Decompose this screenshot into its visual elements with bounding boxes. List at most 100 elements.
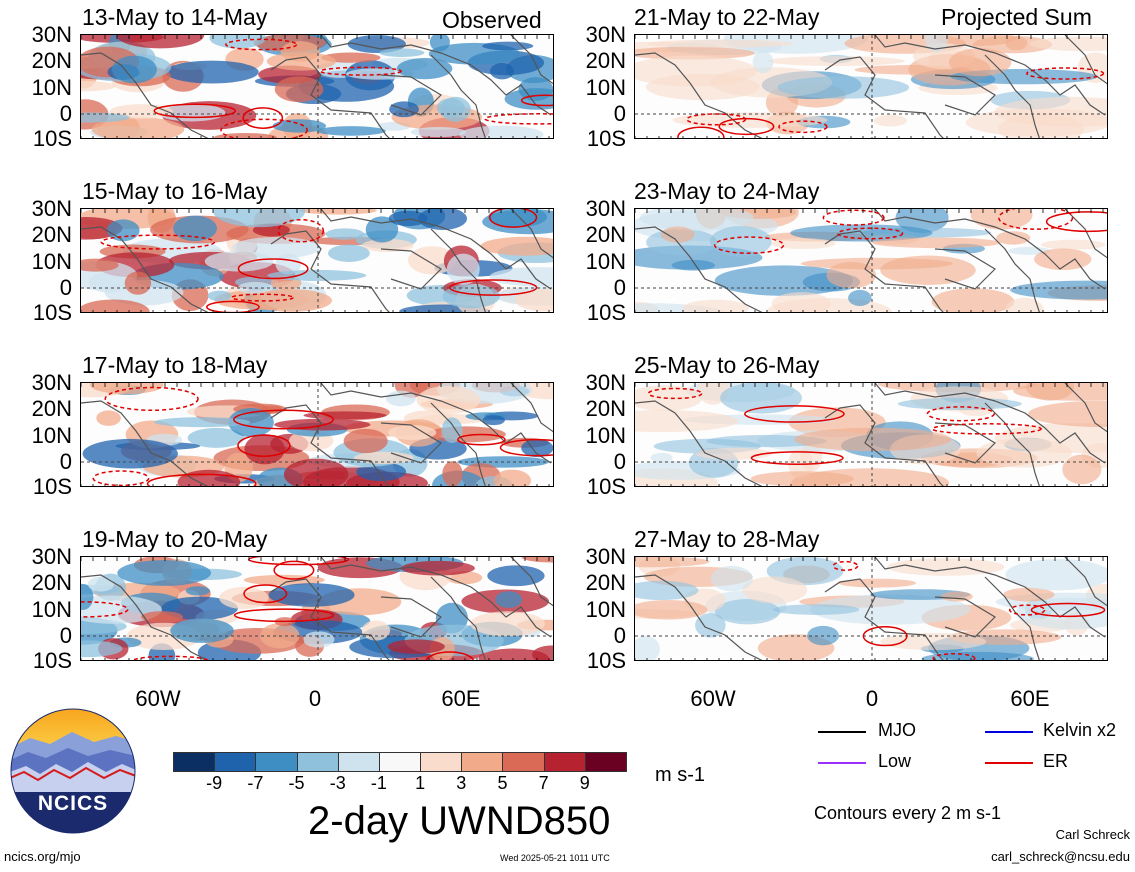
wind-anomaly-shade [91, 117, 185, 138]
colorbar-tick-label: -3 [329, 773, 346, 793]
timestamp: Wed 2025-05-21 1011 UTC [500, 853, 610, 863]
wind-anomaly-shade [441, 417, 463, 443]
coastline [430, 228, 486, 312]
er-contour [233, 409, 335, 430]
wind-anomaly-shade [1004, 297, 1044, 312]
colorbar-swatch [214, 752, 257, 772]
lat-label: 20N [31, 396, 72, 421]
er-contour [237, 434, 291, 457]
er-contour [220, 118, 308, 138]
er-contour [484, 113, 553, 125]
lat-label: 10S [32, 474, 72, 499]
lon-label: 0 [865, 686, 879, 711]
coastline [430, 576, 486, 660]
lat-label: 0 [59, 449, 72, 474]
coastline [934, 248, 996, 290]
er-contour [132, 655, 209, 660]
coastline [824, 578, 944, 660]
panel-title: 13-May to 14-May [82, 4, 268, 30]
wind-anomaly-shade [810, 594, 971, 625]
lat-label: 20N [31, 222, 72, 247]
lat-label: 20N [585, 570, 626, 595]
wind-anomaly-shade [921, 651, 1034, 660]
wind-anomaly-shade [970, 209, 1033, 230]
legend-label: ER [1043, 751, 1069, 771]
lat-label: 30N [31, 22, 72, 47]
er-contour [100, 234, 216, 250]
wind-anomaly-shade [931, 288, 1015, 312]
panel-title: 15-May to 16-May [82, 178, 268, 204]
panel-title: 27-May to 28-May [634, 526, 820, 552]
wind-anomaly-shade [325, 228, 365, 240]
author-email: carl_schreck@ncsu.edu [991, 849, 1130, 864]
wind-anomaly-shade [650, 452, 673, 463]
er-contour [822, 209, 885, 226]
wind-anomaly-shade [154, 417, 251, 428]
colorbar-swatch [173, 752, 216, 772]
wind-anomaly-shade [478, 648, 549, 660]
map-frame [80, 208, 554, 313]
er-contour [92, 470, 150, 486]
er-contour [1026, 67, 1105, 80]
er-contour [237, 258, 309, 280]
wind-anomaly-shade [81, 583, 94, 610]
wind-anomaly-shade [635, 55, 758, 87]
colorbar-unit: m s-1 [655, 764, 705, 786]
logo-text: NCICS [37, 792, 109, 815]
colorbar-swatch [378, 752, 422, 772]
er-contour [231, 293, 294, 302]
wind-anomaly-shade [750, 471, 854, 486]
wind-anomaly-shade [771, 238, 836, 250]
er-contour [713, 236, 785, 254]
wind-anomaly-shade [170, 618, 234, 643]
wind-anomaly-shade [635, 635, 660, 660]
wind-anomaly-shade [949, 48, 1012, 77]
er-contour [499, 438, 553, 457]
wind-anomaly-shade [267, 269, 367, 281]
coastline [824, 230, 944, 312]
er-contour [488, 209, 538, 228]
wind-anomaly-shade [1003, 587, 1055, 602]
wind-anomaly-shade [777, 76, 910, 99]
wind-anomaly-shade [800, 257, 953, 270]
wind-anomaly-shade [209, 35, 266, 49]
wind-anomaly-shade [493, 469, 531, 486]
wind-anomaly-shade [1005, 559, 1107, 591]
wind-anomaly-shade [1033, 248, 1092, 271]
coastline [320, 35, 552, 116]
wind-anomaly-shade [165, 60, 259, 84]
er-contour [457, 433, 506, 446]
wind-anomaly-shade [410, 127, 466, 138]
lat-label: 30N [585, 22, 626, 47]
wind-anomaly-shade [204, 251, 274, 272]
wind-anomaly-shade [1029, 36, 1107, 52]
map-frame [80, 382, 554, 487]
wind-anomaly-shade [343, 428, 388, 454]
wind-anomaly-shade [720, 383, 802, 414]
coastline [824, 56, 944, 138]
coastline [81, 52, 209, 138]
map-frame [634, 556, 1108, 661]
coastline [984, 576, 1040, 660]
coastline [270, 56, 390, 138]
wind-anomaly-shade [82, 438, 178, 469]
wind-anomaly-shade [187, 427, 245, 448]
wind-anomaly-shade [117, 560, 212, 586]
er-contour [449, 279, 538, 296]
coastline [874, 209, 1106, 290]
coastline [984, 228, 1040, 312]
wind-anomaly-shade [365, 216, 399, 243]
wind-anomaly-shade [111, 55, 157, 84]
colorbar-swatch [337, 752, 380, 772]
lat-label: 10N [585, 249, 626, 274]
coastline [874, 383, 1106, 464]
wind-anomaly-shade [303, 631, 335, 648]
ncics-logo: NCICS [10, 708, 136, 834]
coastline [320, 383, 552, 464]
coastline [934, 74, 996, 116]
colorbar-tick-label: 3 [456, 773, 467, 793]
wind-anomaly-shade [646, 39, 794, 48]
lat-label: 30N [585, 370, 626, 395]
coastline [510, 383, 553, 433]
legend-swatch-er [985, 762, 1033, 764]
